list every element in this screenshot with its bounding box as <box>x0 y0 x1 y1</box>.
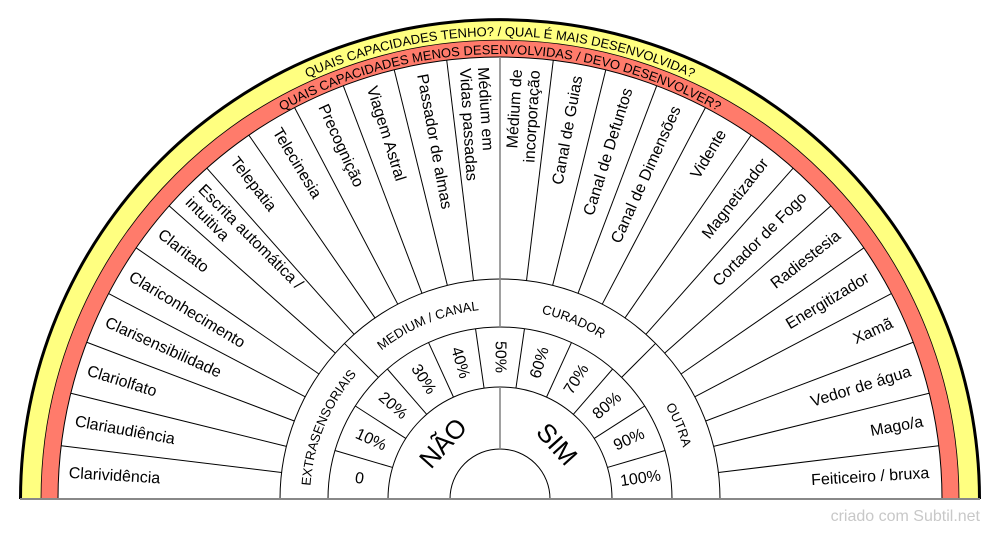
percent-divider <box>355 405 407 439</box>
capacity-divider <box>168 205 336 354</box>
capacity-divider <box>680 247 865 375</box>
capacity-divider <box>552 69 607 286</box>
capacity-divider <box>713 392 930 447</box>
capacity-divider <box>624 134 752 319</box>
percent-divider <box>607 450 666 468</box>
capacity-label: Médium emVidas passadas <box>456 67 498 182</box>
capacity-label-line: incorporação <box>521 70 544 163</box>
capacity-divider <box>248 134 376 319</box>
capacity-divider <box>664 205 832 354</box>
category-divider <box>344 343 379 378</box>
capacity-divider <box>108 293 306 398</box>
capacity-label-line: Médium de <box>504 69 526 149</box>
capacity-label: Médium deincorporação <box>503 69 544 164</box>
capacity-divider <box>645 167 794 335</box>
capacity-divider <box>446 60 474 281</box>
percent-divider <box>428 342 454 398</box>
capacity-divider <box>86 341 295 422</box>
capacity-divider <box>601 107 706 305</box>
capacity-divider <box>393 69 448 286</box>
capacity-divider <box>294 107 399 305</box>
divider-lines <box>20 57 980 500</box>
capacity-divider <box>577 85 658 294</box>
capacity-divider <box>206 167 355 335</box>
capacity-divider <box>694 293 892 398</box>
percent-divider <box>515 328 525 389</box>
capacity-divider <box>61 445 282 473</box>
footer-credit: criado com Subtil.net <box>830 508 980 525</box>
percent-divider <box>475 328 485 389</box>
capacity-label: Clarividência <box>68 464 161 487</box>
percent-label: 0 <box>354 470 365 488</box>
percent-divider <box>334 450 393 468</box>
capacity-divider <box>342 85 423 294</box>
percent-divider <box>572 368 614 415</box>
ring-arc <box>449 448 551 500</box>
capacity-divider <box>718 445 939 473</box>
capacity-divider <box>135 247 320 375</box>
category-divider <box>621 343 656 378</box>
percent-divider <box>546 342 572 398</box>
capacity-divider <box>526 60 554 281</box>
capacity-label-line: Clarividência <box>68 464 161 487</box>
percent-label: 100% <box>619 467 662 490</box>
capacity-label-line: Vidas passadas <box>456 68 480 181</box>
percent-divider <box>386 368 428 415</box>
percent-label: 50% <box>492 341 509 373</box>
capacity-label-line: Médium em <box>474 67 496 151</box>
capacity-divider <box>705 341 914 422</box>
capacity-divider <box>70 392 287 447</box>
percent-divider <box>593 405 645 439</box>
